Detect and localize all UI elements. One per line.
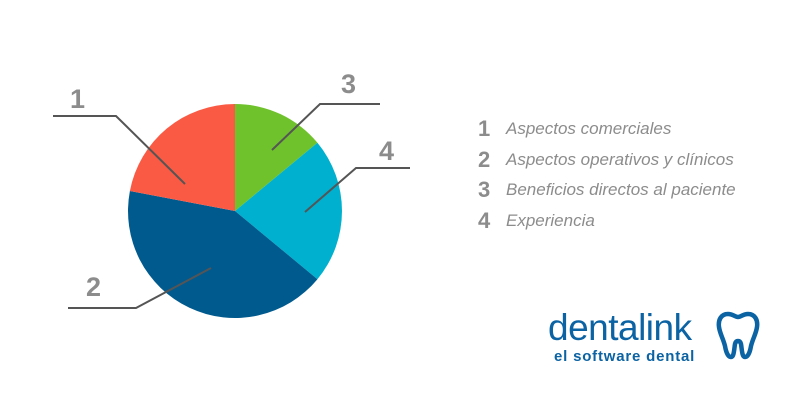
legend-number: 1 [478,116,491,142]
dentalink-logo: dentalink el software dental [548,308,778,368]
legend-item: 4 Experiencia [478,206,736,237]
legend-item: 3 Beneficios directos al paciente [478,175,736,206]
legend-item: 2 Aspectos operativos y clínicos [478,145,736,176]
legend-label: Experiencia [506,210,595,230]
pie-slice-1 [129,104,235,211]
callout-label-3: 3 [341,69,356,99]
logo-tagline: el software dental [554,348,696,365]
callout-label-4: 4 [379,136,394,166]
legend-number: 2 [478,146,491,172]
callout-label-2: 2 [86,272,101,302]
callout-leader-3 [271,103,380,151]
tooth-icon [716,311,760,360]
logo-wordmark: dentalink [548,307,692,348]
legend-number: 4 [478,207,491,233]
legend-number: 3 [478,177,491,203]
callout-label-1: 1 [70,84,85,114]
legend-label: Beneficios directos al paciente [506,180,736,200]
legend-item: 1 Aspectos comerciales [478,114,736,145]
pie-slice-3 [235,104,318,211]
pie-slice-4 [235,142,342,280]
callout-leader-1 [53,115,186,185]
callout-leader-4 [304,167,410,213]
legend-label: Aspectos comerciales [506,119,672,139]
legend-label: Aspectos operativos y clínicos [506,149,734,169]
callout-leader-2 [68,267,212,309]
legend: 1 Aspectos comerciales 2 Aspectos operat… [478,114,736,236]
